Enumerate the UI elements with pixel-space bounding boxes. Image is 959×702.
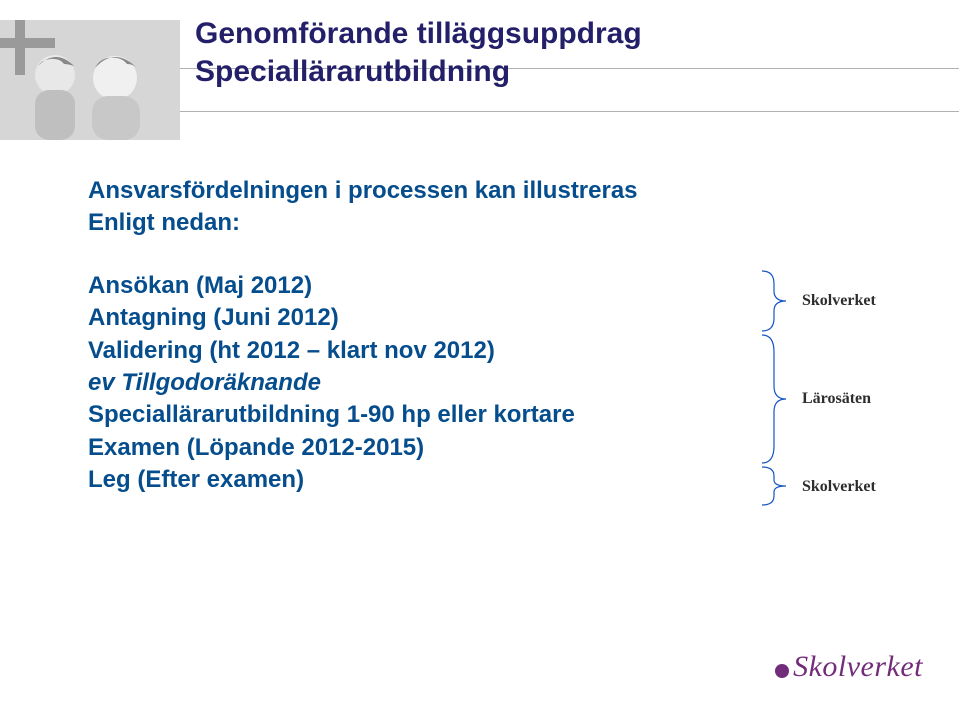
intro-line-2: Enligt nedan: <box>88 207 708 239</box>
item-7: Leg (Efter examen) <box>88 464 708 496</box>
item-5: Speciallärarutbildning 1-90 hp eller kor… <box>88 399 708 431</box>
annotation-label-3: Skolverket <box>802 478 876 496</box>
bracket-2 <box>760 334 790 464</box>
brand-dot-icon <box>775 664 789 678</box>
item-6: Examen (Löpande 2012-2015) <box>88 432 708 464</box>
bracket-1 <box>760 270 790 332</box>
title-block: Genomförande tilläggsuppdrag Speciallära… <box>195 15 642 90</box>
brand-logo: Skolverket <box>775 650 923 684</box>
bracket-3 <box>760 466 790 506</box>
item-4: ev Tillgodoräknande <box>88 367 708 399</box>
title-line-2: Speciallärarutbildning <box>195 53 642 91</box>
annotation-label-2: Lärosäten <box>802 390 871 408</box>
body-content: Ansvarsfördelningen i processen kan illu… <box>88 175 708 497</box>
slide: Genomförande tilläggsuppdrag Speciallära… <box>0 0 959 702</box>
annotations: Skolverket Lärosäten Skolverket <box>720 270 940 520</box>
title-line-1: Genomförande tilläggsuppdrag <box>195 15 642 53</box>
spacer <box>88 240 708 270</box>
annotation-label-1: Skolverket <box>802 292 876 310</box>
bracket-path-2 <box>762 335 786 463</box>
photo-placeholder-svg <box>0 20 180 140</box>
item-1: Ansökan (Maj 2012) <box>88 270 708 302</box>
banner-photo <box>0 20 180 140</box>
intro-line-1: Ansvarsfördelningen i processen kan illu… <box>88 175 708 207</box>
bracket-path-1 <box>762 271 786 331</box>
bracket-path-3 <box>762 467 786 505</box>
item-2: Antagning (Juni 2012) <box>88 302 708 334</box>
item-3: Validering (ht 2012 – klart nov 2012) <box>88 335 708 367</box>
brand-name: Skolverket <box>793 650 923 683</box>
